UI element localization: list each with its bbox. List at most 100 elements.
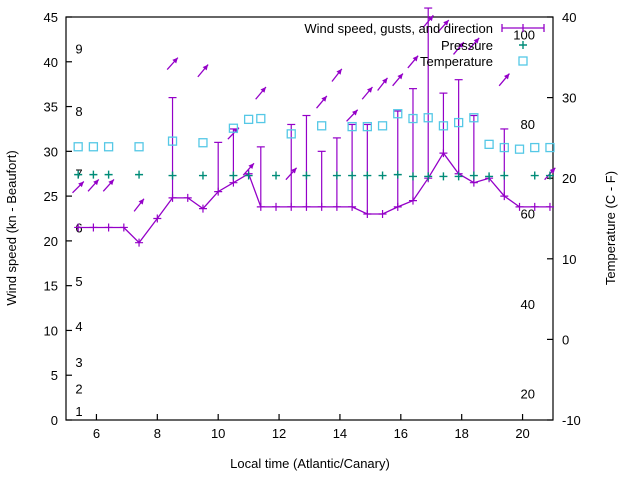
- wind-direction-arrow: [407, 55, 419, 69]
- y-tick-label: 35: [44, 100, 58, 115]
- wind-speed-marker: [393, 202, 402, 211]
- pressure-marker: [168, 171, 177, 180]
- pressure-marker: [530, 171, 539, 180]
- pressure-marker: [485, 172, 494, 181]
- y-axis-left-ticks: 0 5 10 15 20 25 30 35 40 45: [44, 10, 72, 428]
- chart-legend: Wind speed, gusts, and direction Pressure…: [304, 21, 545, 69]
- wind-direction-arrow: [87, 178, 100, 192]
- wind-speed-marker: [119, 223, 128, 232]
- pressure-marker: [244, 171, 253, 180]
- plot-frame: [65, 16, 554, 421]
- pressure-marker: [469, 171, 478, 180]
- temperature-marker: [167, 136, 178, 146]
- pressure-marker: [302, 171, 311, 180]
- x-tick-label: 6: [93, 426, 100, 441]
- x-axis-title: Local time (Atlantic/Canary): [230, 456, 390, 471]
- temperature-marker: [243, 114, 254, 125]
- y-tick-label: 10: [44, 323, 58, 338]
- temperature-marker: [423, 113, 433, 123]
- temperature-marker: [408, 113, 418, 124]
- beaufort-label: 9: [75, 41, 82, 56]
- wind-speed-marker: [469, 178, 478, 187]
- temperature-marker: [362, 121, 372, 132]
- wind-speed-line: [78, 151, 550, 244]
- y-axis-right-title: Temperature (C - F): [603, 171, 618, 285]
- y-tick-label: 25: [44, 189, 58, 204]
- y-tick-label: 30: [44, 144, 58, 159]
- beaufort-label: 2: [75, 382, 82, 397]
- wind-speed-marker: [332, 202, 341, 211]
- wind-direction-arrow: [346, 109, 359, 122]
- wind-speed-series: [74, 149, 554, 247]
- temperature-marker: [73, 142, 83, 152]
- wind-direction-arrow: [133, 198, 145, 212]
- wind-speed-marker: [272, 202, 281, 211]
- wind-speed-marker: [153, 214, 162, 223]
- y2-tick-label: -10: [562, 413, 581, 428]
- temperature-marker: [198, 138, 208, 148]
- wind-speed-marker: [515, 202, 524, 211]
- pressure-marker: [229, 171, 238, 180]
- pressure-marker: [272, 171, 281, 180]
- pressure-marker: [393, 170, 402, 179]
- fahrenheit-label: 40: [521, 297, 535, 312]
- wind-direction-arrow: [377, 77, 388, 91]
- wind-direction-arrow: [255, 86, 267, 100]
- pressure-marker: [89, 170, 98, 179]
- temperature-marker: [469, 113, 479, 123]
- temperature-marker: [514, 144, 525, 154]
- temperature-marker: [88, 142, 99, 152]
- wind-speed-marker: [229, 178, 238, 187]
- temperature-marker: [499, 142, 509, 153]
- beaufort-label: 4: [75, 319, 82, 334]
- wind-speed-marker: [500, 192, 509, 201]
- pressure-marker: [363, 171, 372, 180]
- pressure-marker: [500, 171, 509, 180]
- y2-tick-label: 30: [562, 91, 576, 106]
- pressure-marker: [424, 172, 433, 181]
- x-axis-ticks: 6 8 10 12 14 16 18 20: [93, 414, 530, 441]
- wind-speed-marker: [439, 149, 448, 158]
- pressure-marker: [74, 170, 83, 179]
- temperature-marker: [103, 142, 114, 152]
- pressure-marker: [104, 170, 113, 179]
- legend-label: Pressure: [441, 38, 493, 53]
- wind-direction-arrow: [72, 181, 85, 194]
- temperature-marker: [228, 123, 239, 133]
- x-tick-label: 8: [154, 426, 161, 441]
- y-tick-label: 5: [51, 368, 58, 383]
- temperature-marker: [393, 109, 403, 119]
- temperature-marker: [438, 121, 449, 131]
- gust-bars-series: [168, 7, 509, 215]
- wind-direction-arrow: [422, 14, 434, 29]
- wind-direction-arrow: [468, 37, 480, 51]
- wind-speed-marker: [256, 202, 265, 211]
- wind-speed-marker: [74, 223, 83, 232]
- temperature-marker: [453, 117, 464, 128]
- wind-direction-arrow: [453, 41, 465, 55]
- y2-tick-label: 40: [562, 10, 576, 25]
- y2-tick-label: 20: [562, 171, 576, 186]
- wind-direction-arrow: [316, 95, 328, 109]
- temperature-marker: [530, 142, 540, 153]
- beaufort-label: 1: [75, 404, 82, 419]
- temperature-marker: [377, 121, 388, 131]
- y-axis-right-ticks: -10 0 10 20 30 40: [547, 10, 581, 428]
- wind-speed-marker: [104, 223, 113, 232]
- fahrenheit-label: 100: [513, 28, 535, 43]
- wind-speed-marker: [363, 210, 372, 219]
- pressure-marker: [408, 172, 417, 181]
- x-tick-label: 12: [272, 426, 286, 441]
- wind-speed-marker: [198, 204, 207, 213]
- y-tick-label: 0: [51, 413, 58, 428]
- pressure-marker: [198, 171, 207, 180]
- pressure-marker: [332, 171, 341, 180]
- wind-speed-marker: [317, 202, 326, 211]
- y-axis-left-title: Wind speed (kn - Beaufort): [4, 150, 19, 305]
- wind-speed-marker: [378, 210, 387, 219]
- y-tick-label: 15: [44, 279, 58, 294]
- y2-tick-label: 10: [562, 252, 576, 267]
- wind-speed-marker: [168, 193, 177, 202]
